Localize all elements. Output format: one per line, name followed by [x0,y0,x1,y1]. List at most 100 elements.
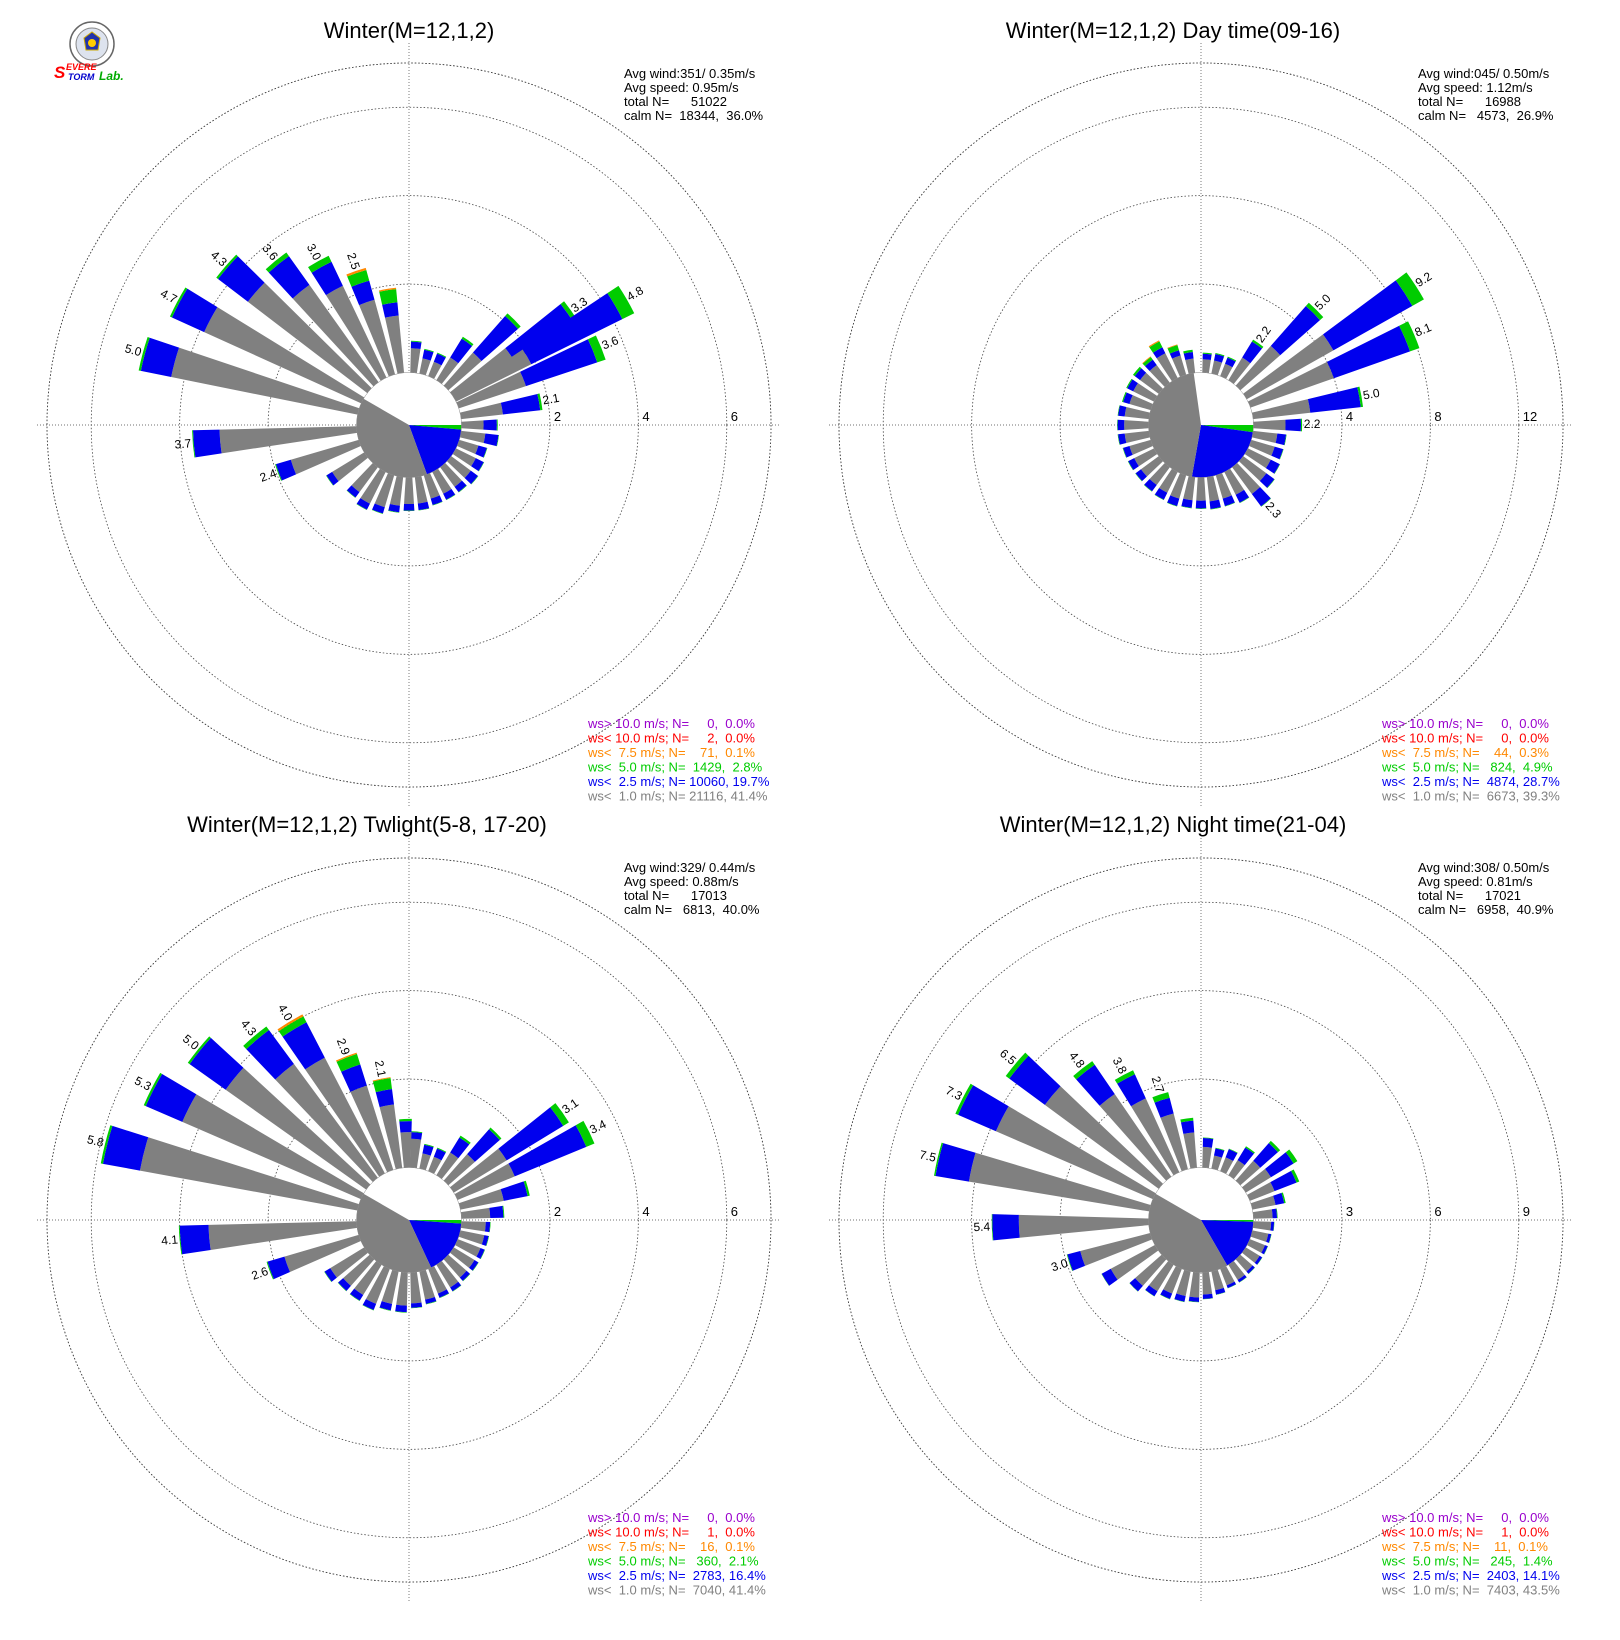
bar-segment-lt1 [1252,1209,1273,1219]
bar-segment-lt1 [455,1239,481,1257]
bar-segment-lt7_5 [1148,340,1160,348]
bar-segment-lt2_5 [179,1224,211,1255]
bar-segment-lt2_5 [1213,1148,1225,1158]
bar-segment-lt2_5 [483,419,497,431]
bar-segment-lt2_5 [1226,1281,1237,1289]
bar-segment-lt1 [305,1057,385,1177]
bar-segment-lt1 [1253,419,1286,431]
bar-segment-lt2_5 [1174,1293,1186,1302]
bar-segment-lt2_5 [326,471,339,486]
bar-segment-lt2_5 [1237,1274,1247,1283]
bar-segment-lt5 [1114,1070,1135,1084]
bar-segment-lt5 [505,313,521,329]
bar-segment-lt1 [440,463,462,487]
bar-segment-lt2_5 [520,339,598,387]
bar-segment-lt2_5 [102,1125,149,1171]
bar-segment-lt2_5 [1134,368,1147,381]
bar-segment-lt5 [1305,302,1324,321]
bar-dir-297: 7.3 [943,1083,1156,1200]
bar-segment-lt5 [1291,1169,1300,1183]
bar-segment-lt2_5 [411,1302,423,1308]
bar-segment-lt2_5 [1275,433,1287,446]
bar-dir-240 [1127,448,1158,471]
bar-dir-310 [1132,366,1163,394]
bar-segment-lt5 [1101,1273,1110,1286]
bar-dir-340 [1167,344,1187,377]
bar-segment-lt5 [138,337,150,371]
bar-segment-lt2_5 [372,503,385,514]
bar-dir-64: 3.4 [454,1117,609,1200]
bar-dir-95 [460,1221,491,1233]
bar-segment-lt2_5 [350,1288,364,1301]
bar-segment-lt2_5 [192,429,222,458]
calm-slice-lt1 [356,1193,432,1273]
bar-segment-lt1 [182,1094,364,1200]
bar-segment-lt1 [423,473,440,499]
bar-dir-75 [1250,1192,1286,1210]
bar-segment-lt2_5 [189,1037,244,1090]
bar-segment-lt1 [419,358,431,376]
bar-segment-lt5 [424,1143,434,1148]
info-line: Avg speed: 0.81m/s [1418,874,1533,889]
bar-segment-lt5 [432,501,443,506]
bar-segment-lt1 [410,348,421,374]
bar-segment-lt1 [1044,1086,1163,1189]
bar-segment-lt1 [1252,399,1311,420]
bar-segment-lt2_5 [450,338,473,364]
calm-slice-lt2_5 [1191,425,1253,478]
legend-entry-lt5: ws< 5.0 m/s; N= 245, 1.4% [1381,1554,1553,1569]
bar-segment-lt1 [247,282,372,394]
axis-tick-label: 4 [642,409,649,424]
bar-segment-lt1 [1211,1269,1224,1291]
windrose-panel-4: 3 6 93.05.47.57.36.5 4.8 3.82.7Winter(M=12,1… [829,812,1573,1602]
bar-segment-lt2_5 [437,1289,449,1298]
bar-dir-5 [1202,352,1212,374]
bar-segment-lt5 [1188,1301,1199,1303]
bar-segment-lt1 [1124,406,1150,420]
bar-segment-lt1 [414,476,428,504]
bar-segment-lt2_5 [1209,499,1221,510]
bar-dir-160 [1215,473,1236,507]
bar-segment-lt1 [450,1247,475,1268]
bar-segment-lt5 [346,490,356,498]
bar-segment-lt2_5 [1270,1221,1275,1231]
bar-segment-lt1 [1228,357,1251,384]
axis-tick-label: 6 [731,409,738,424]
bar-dir-80: 5.0 [1252,386,1381,420]
bar-segment-lt2_5 [476,1248,485,1259]
bar-segment-lt2_5 [1009,1055,1061,1105]
bar-segment-lt1 [452,448,476,467]
bar-segment-lt1 [1110,1244,1159,1280]
bar-dir-265: 3.7 [174,426,358,458]
bar-segment-lt1 [1133,383,1158,402]
axis-tick-label: 6 [731,1204,738,1219]
grid-ring [179,990,639,1450]
info-line: Avg wind:308/ 0.50m/s [1418,860,1550,875]
bar-segment-lt1 [410,1138,422,1169]
bar-dir-135 [1235,1254,1255,1274]
legend-entry-lt2_5: ws< 2.5 m/s; N= 2403, 14.1% [1381,1568,1560,1583]
bar-value-label: 5.0 [1362,386,1381,403]
bar-value-label: 5.3 [132,1073,154,1093]
bar-dir-260 [1117,430,1150,445]
bar-dir-250 [1122,439,1153,458]
bar-segment-lt5 [1267,479,1275,489]
legend-entry-gt10: ws> 10.0 m/s; N= 0, 0.0% [587,1510,755,1525]
bar-segment-lt2_5 [1265,459,1280,474]
bar-dir-270 [1117,419,1149,431]
bar-segment-lt5 [187,1036,211,1065]
bar-segment-lt2_5 [1202,353,1212,360]
bar-segment-lt7_5 [277,1014,304,1032]
bar-segment-lt1 [447,456,471,478]
bar-value-label: 5.0 [123,341,143,359]
bar-segment-lt5 [411,1131,423,1134]
bar-segment-lt2_5 [430,495,443,506]
bar-segment-lt5 [169,287,188,318]
bar-segment-lt5 [337,1282,347,1292]
bar-segment-lt5 [1274,464,1281,474]
logo-star-icon [88,39,96,47]
legend-entry-gt10: ws> 10.0 m/s; N= 0, 0.0% [1381,716,1549,731]
bar-segment-lt2_5 [362,1299,377,1311]
bar-segment-lt1 [454,1163,515,1200]
bar-dir-105 [458,1230,490,1247]
